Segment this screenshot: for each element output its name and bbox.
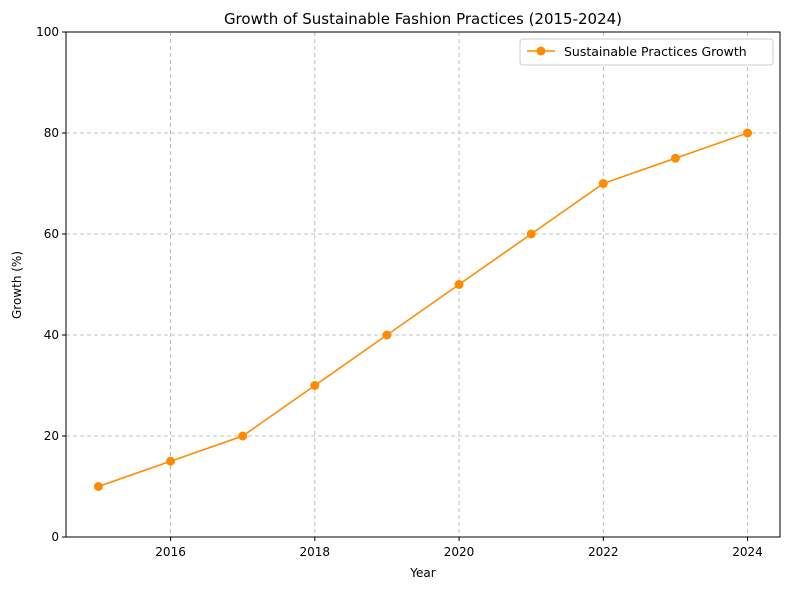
y-tick-label: 40 (44, 328, 59, 342)
data-point (670, 153, 680, 163)
y-tick-label: 80 (44, 126, 59, 140)
x-axis-label: Year (409, 566, 435, 580)
data-point (743, 128, 753, 138)
data-point (598, 179, 608, 188)
x-tick-label: 2018 (300, 545, 331, 559)
data-point (382, 330, 392, 340)
series-line (98, 132, 748, 488)
data-point (454, 280, 464, 289)
x-tick-label: 2016 (155, 545, 186, 559)
y-tick-label: 20 (44, 429, 59, 443)
chart-title: Growth of Sustainable Fashion Practices … (224, 10, 622, 28)
y-tick-label: 0 (51, 530, 59, 544)
x-tick-label: 2022 (588, 545, 619, 559)
y-tick-label: 60 (44, 227, 59, 241)
data-point (310, 381, 320, 390)
x-tick-label: 2024 (732, 545, 763, 559)
y-axis-label: Growth (%) (10, 251, 24, 319)
x-tick-label: 2020 (444, 545, 475, 559)
legend: Sustainable Practices Growth (519, 38, 774, 66)
plot-frame (65, 31, 781, 538)
data-point (238, 431, 248, 441)
data-point (526, 229, 536, 239)
legend-marker-icon (536, 46, 546, 56)
data-point (166, 456, 176, 466)
data-point (93, 482, 103, 491)
legend-label: Sustainable Practices Growth (564, 44, 747, 59)
y-tick-label: 100 (36, 25, 59, 39)
